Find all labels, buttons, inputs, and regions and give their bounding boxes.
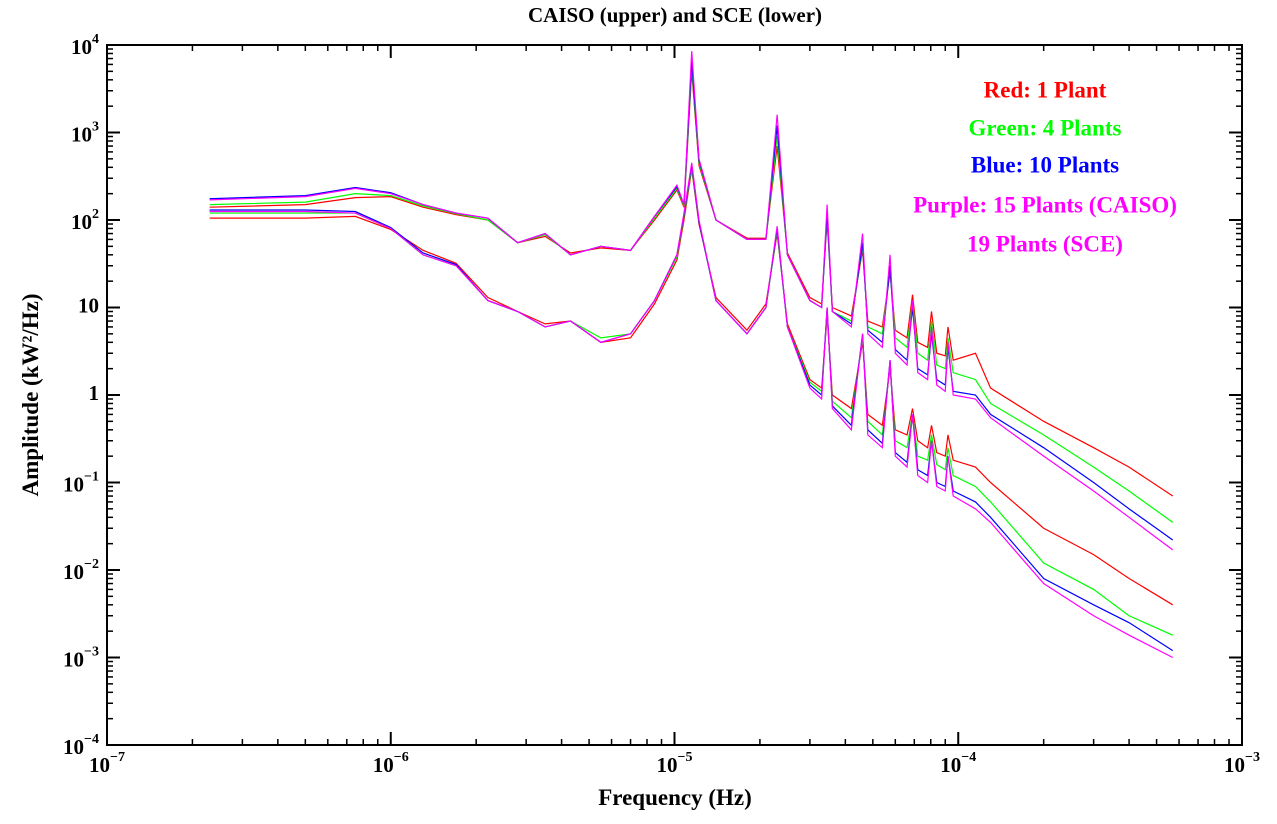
- y-tick-label: 1: [89, 381, 100, 405]
- series-line: [209, 51, 1174, 551]
- y-tick-label-exp: −1: [84, 470, 99, 485]
- x-tick-label-exp: −4: [961, 750, 976, 765]
- y-tick-label-base: 10: [71, 122, 92, 146]
- x-tick-label-base: 10: [657, 753, 678, 777]
- y-tick-label: 103: [71, 120, 99, 147]
- x-tick-label-exp: −7: [110, 750, 125, 765]
- y-tick-label-exp: −4: [84, 732, 99, 747]
- x-tick-label: 10−3: [1224, 750, 1260, 777]
- x-tick-label-base: 10: [1224, 753, 1245, 777]
- y-tick-label-exp: 2: [92, 207, 99, 222]
- y-tick-label: 10−1: [63, 470, 99, 497]
- x-tick-label-exp: −6: [394, 750, 409, 765]
- x-tick-label: 10−4: [940, 750, 976, 777]
- y-tick-label-base: 10: [63, 472, 84, 496]
- x-tick-label-exp: −3: [1245, 750, 1260, 765]
- x-tick-label: 10−6: [373, 750, 409, 777]
- x-tick-label: 10−5: [657, 750, 693, 777]
- x-tick-label-base: 10: [89, 753, 110, 777]
- x-tick-label-base: 10: [373, 753, 394, 777]
- y-tick-label-base: 10: [71, 35, 92, 59]
- y-tick-label: 10−4: [63, 732, 99, 759]
- y-tick-label: 104: [71, 32, 99, 59]
- y-tick-label: 102: [71, 207, 99, 234]
- series-line: [209, 162, 1174, 659]
- y-tick-label: 10−2: [63, 557, 99, 584]
- legend-text: Purple: 15 Plants (CAISO): [913, 192, 1177, 217]
- y-axis-label: Amplitude (kW²/Hz): [18, 293, 43, 496]
- legend-text: Green: 4 Plants: [969, 115, 1122, 140]
- y-tick-label-exp: 3: [92, 120, 99, 135]
- y-tick-label-base: 10: [71, 210, 92, 234]
- y-tick-label-exp: −3: [84, 645, 99, 660]
- y-tick-label: 10−3: [63, 645, 99, 672]
- legend-text: Red: 1 Plant: [984, 77, 1107, 102]
- y-tick-label: 10: [78, 293, 99, 317]
- x-tick-label-base: 10: [940, 753, 961, 777]
- y-tick-label-base: 10: [63, 647, 84, 671]
- y-tick-label-exp: −2: [84, 557, 99, 572]
- y-tick-label-base: 10: [63, 735, 84, 759]
- x-tick-label: 10−7: [89, 750, 125, 777]
- legend-text: Blue: 10 Plants: [971, 152, 1119, 177]
- y-tick-label-base: 10: [63, 560, 84, 584]
- y-tick-label-exp: 4: [92, 32, 99, 47]
- plot-frame: [106, 44, 1243, 746]
- legend-text: 19 Plants (SCE): [967, 231, 1123, 256]
- x-axis-label: Frequency (Hz): [598, 785, 752, 810]
- x-tick-label-exp: −5: [678, 750, 693, 765]
- chart-title: CAISO (upper) and SCE (lower): [528, 3, 822, 27]
